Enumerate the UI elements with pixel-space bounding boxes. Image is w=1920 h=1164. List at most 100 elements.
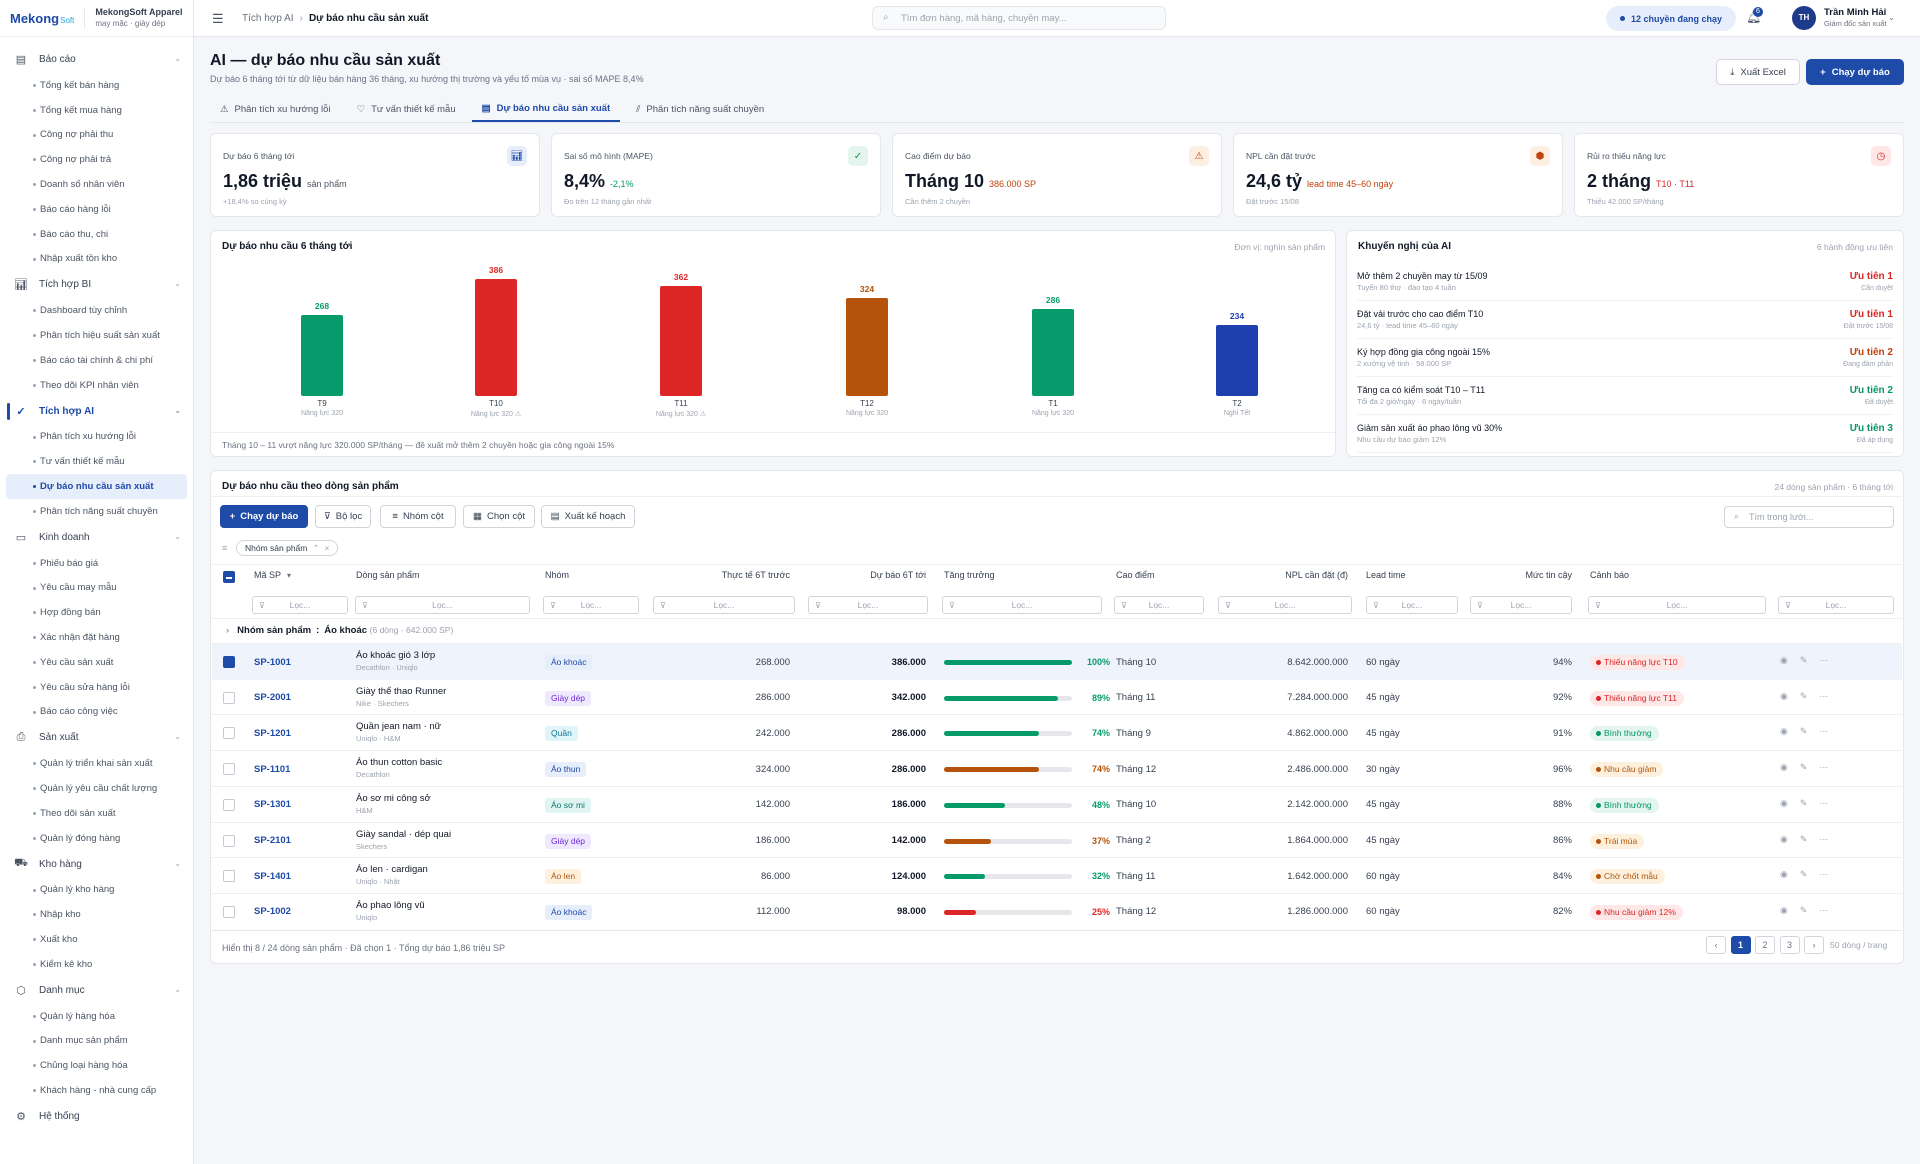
global-search-input[interactable]: ⌕ Tìm đơn hàng, mã hàng, chuyền may... xyxy=(872,6,1166,30)
product-code[interactable]: SP-1201 xyxy=(254,727,291,739)
eye-icon[interactable]: ◉ xyxy=(1780,904,1788,915)
product-code[interactable]: SP-1101 xyxy=(254,763,291,775)
page-button[interactable]: 2 xyxy=(1755,936,1775,954)
avatar[interactable]: TH xyxy=(1792,6,1816,30)
eye-icon[interactable]: ◉ xyxy=(1780,726,1788,737)
column-filter-input[interactable]: ⊽ Lọc... xyxy=(543,596,639,614)
chart-bar-T11[interactable] xyxy=(660,286,702,396)
sidebar-item[interactable]: Phiếu báo giá xyxy=(0,551,193,576)
column-header[interactable]: Lead time xyxy=(1366,570,1406,580)
sidebar-item[interactable]: Báo cáo công việc xyxy=(0,700,193,725)
column-filter-input[interactable]: ⊽ Lọc... xyxy=(1778,596,1894,614)
sidebar-item[interactable]: Phân tích hiệu suất sản xuất xyxy=(0,323,193,348)
edit-icon[interactable]: ✎ xyxy=(1799,833,1808,844)
lines-running-badge[interactable]: 12 chuyền đang chạy xyxy=(1606,6,1736,31)
chevron-down-icon[interactable]: ⌄ xyxy=(174,732,181,742)
sidebar-item[interactable]: Tổng kết mua hàng xyxy=(0,98,193,123)
column-filter-input[interactable]: ⊽ Lọc... xyxy=(355,596,530,614)
export-plan-button[interactable]: ▤ Xuất kế hoạch xyxy=(541,505,635,528)
table-row[interactable]: SP-1001 Áo khoác gió 3 lớp Decathlon · Uni… xyxy=(212,643,1902,679)
more-icon[interactable]: ⋯ xyxy=(1819,690,1829,701)
sidebar-item[interactable]: Quản lý hàng hóa xyxy=(0,1004,193,1029)
edit-icon[interactable]: ✎ xyxy=(1799,726,1808,737)
chevron-down-icon[interactable]: ⌄ xyxy=(174,858,181,868)
column-filter-input[interactable]: ⊽ Lọc... xyxy=(1470,596,1572,614)
column-filter-input[interactable]: ⊽ Lọc... xyxy=(942,596,1102,614)
row-checkbox[interactable] xyxy=(223,763,235,776)
sort-desc-icon[interactable]: ▾ xyxy=(287,571,292,580)
sidebar-item[interactable]: Quản lý yêu cầu chất lượng xyxy=(0,776,193,801)
close-icon[interactable]: × xyxy=(324,543,330,553)
sidebar-item[interactable]: Báo cáo tài chính & chi phí xyxy=(0,348,193,373)
eye-icon[interactable]: ◉ xyxy=(1780,869,1788,880)
chevron-down-icon[interactable]: ⌄ xyxy=(174,279,181,289)
sidebar-item[interactable]: Quản lý đóng hàng xyxy=(0,826,193,851)
group-columns-button[interactable]: ≡ Nhóm cột xyxy=(380,505,456,528)
sidebar-item[interactable]: Nhập xuất tồn kho xyxy=(0,247,193,272)
tab-3[interactable]: ⫽ Phân tích năng suất chuyền xyxy=(626,96,774,122)
edit-icon[interactable]: ✎ xyxy=(1799,869,1808,880)
sidebar-section-3[interactable]: ▭ Kinh doanh ⌄ xyxy=(0,524,193,551)
recommend-item[interactable]: Ký hợp đồng gia công ngoài 15% 2 xưởng vệ… xyxy=(1357,339,1893,377)
table-row[interactable]: SP-1301 Áo sơ mi công sở H&M Áo sơ mi 142.00… xyxy=(212,785,1902,822)
select-all-checkbox[interactable] xyxy=(223,571,235,583)
run-forecast-button[interactable]: + Chạy dự báo xyxy=(1806,59,1904,85)
chevron-down-icon[interactable]: ⌄ xyxy=(174,405,181,415)
column-header[interactable]: Mức tin cậy xyxy=(1525,570,1572,580)
chevron-down-icon[interactable]: ⌄ xyxy=(174,54,181,63)
column-header[interactable]: Cao điểm xyxy=(1116,570,1155,580)
sidebar-item[interactable]: Chủng loại hàng hóa xyxy=(0,1053,193,1078)
column-header[interactable]: Tăng trưởng xyxy=(944,570,995,580)
product-code[interactable]: SP-1002 xyxy=(254,906,291,918)
sidebar-section-0[interactable]: ▤ Báo cáo ⌄ xyxy=(0,46,193,73)
chart-bar-T10[interactable] xyxy=(475,278,517,396)
more-icon[interactable]: ⋯ xyxy=(1819,833,1829,844)
sidebar-section-4[interactable]: ⎙ Sản xuất ⌄ xyxy=(0,724,193,751)
page-button[interactable]: 1 xyxy=(1730,936,1751,954)
export-excel-button[interactable]: ⤓ Xuất Excel xyxy=(1716,59,1800,85)
sidebar-item[interactable]: Tổng kết bán hàng xyxy=(0,73,193,98)
more-icon[interactable]: ⋯ xyxy=(1819,797,1829,808)
sidebar-item[interactable]: Doanh số nhân viên xyxy=(0,172,193,197)
sidebar-item[interactable]: Tư vấn thiết kế mẫu xyxy=(0,449,193,474)
table-row[interactable]: SP-2101 Giày sandal · dép quai Skechers Già… xyxy=(212,821,1902,858)
sidebar-section-7[interactable]: ⚙ Hệ thống xyxy=(0,1103,193,1130)
filter-button[interactable]: ⊽ Bộ lọc xyxy=(315,505,371,528)
sidebar-item[interactable]: Theo dõi KPI nhân viên xyxy=(0,373,193,398)
recommend-item[interactable]: Mở thêm 2 chuyền may từ 15/09 Tuyển 80 th… xyxy=(1357,263,1893,301)
sidebar-section-6[interactable]: ⬡ Danh mục ⌄ xyxy=(0,977,193,1004)
product-code[interactable]: SP-1401 xyxy=(254,870,291,882)
sidebar-item[interactable]: Danh mục sản phẩm xyxy=(0,1029,193,1054)
eye-icon[interactable]: ◉ xyxy=(1780,833,1788,844)
row-checkbox[interactable] xyxy=(223,656,235,668)
bell-icon[interactable]: 🔔︎ 6 xyxy=(1746,7,1763,24)
sidebar-item[interactable]: Theo dõi sản xuất xyxy=(0,801,193,826)
group-chip[interactable]: Nhóm sản phẩm ⌃ × xyxy=(236,540,339,556)
sidebar-item[interactable]: Công nợ phải thu xyxy=(0,123,193,148)
sidebar-section-2[interactable]: ✓ Tích hợp AI ⌄ xyxy=(0,398,193,425)
row-checkbox[interactable] xyxy=(223,798,235,811)
sidebar-item[interactable]: Yêu cầu sửa hàng lỗi xyxy=(0,675,193,700)
tab-1[interactable]: ♡ Tư vấn thiết kế mẫu xyxy=(347,96,466,122)
product-code[interactable]: SP-2101 xyxy=(254,835,291,846)
edit-icon[interactable]: ✎ xyxy=(1799,797,1808,808)
product-code[interactable]: SP-1001 xyxy=(254,656,291,668)
sidebar-item[interactable]: Dự báo nhu cầu sản xuất xyxy=(6,474,187,499)
sidebar-item[interactable]: Báo cáo thu, chi xyxy=(0,222,193,247)
tab-0[interactable]: ⚠ Phân tích xu hướng lỗi xyxy=(210,96,341,122)
column-filter-input[interactable]: ⊽ Lọc... xyxy=(252,596,348,614)
sidebar-item[interactable]: Nhập kho xyxy=(0,902,193,927)
eye-icon[interactable]: ◉ xyxy=(1780,762,1788,773)
row-checkbox[interactable] xyxy=(223,905,235,918)
table-row[interactable]: SP-1201 Quần jean nam · nữ Uniqlo · H&M Quầ… xyxy=(212,714,1902,750)
edit-icon[interactable]: ✎ xyxy=(1799,904,1808,915)
sidebar-item[interactable]: Kiểm kê kho xyxy=(0,952,193,977)
drag-handle-icon[interactable]: ≡ xyxy=(222,543,228,553)
logo[interactable]: MekongSoft xyxy=(10,10,75,26)
eye-icon[interactable]: ◉ xyxy=(1780,655,1788,665)
recommend-item[interactable]: Giảm sản xuất áo phao lông vũ 30% Nhu cầu… xyxy=(1357,415,1893,453)
menu-icon[interactable]: ☰ xyxy=(212,11,224,26)
more-icon[interactable]: ⋯ xyxy=(1819,869,1829,880)
chart-bar-T9[interactable] xyxy=(301,314,343,396)
column-filter-input[interactable]: ⊽ Lọc... xyxy=(1366,596,1458,614)
